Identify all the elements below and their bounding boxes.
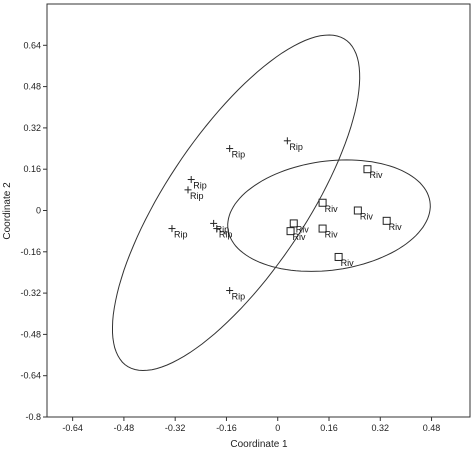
x-tick-label: 0 [275,423,280,433]
confidence-ellipses [112,34,431,372]
point-label: Riv [369,170,382,180]
y-tick-label: -0.64 [20,371,41,381]
square-marker [353,206,362,215]
y-tick-label: -0.32 [20,288,41,298]
point-rip: Rip [283,137,303,152]
y-tick-label: 0.64 [23,40,41,50]
point-label: Rip [289,142,303,152]
square-marker [382,216,391,225]
point-label: Riv [325,204,338,214]
point-riv: Riv [318,224,338,240]
square-marker [286,227,295,236]
point-label: Riv [389,222,402,232]
point-label: Riv [360,212,373,222]
point-riv: Riv [334,252,354,268]
point-label: Rip [232,150,246,160]
point-rip: Rip [213,225,232,240]
x-tick-label: 0.16 [320,423,338,433]
x-tick-label: -0.16 [216,423,237,433]
point-riv: Riv [286,227,306,242]
point-label: Riv [325,230,338,240]
point-label: Riv [293,232,306,242]
point-rip: Rip [184,186,204,201]
point-riv: Riv [363,165,383,180]
x-tick-label: -0.64 [62,423,83,433]
square-marker [318,198,327,207]
square-marker [289,219,298,228]
point-riv: Riv [353,206,373,222]
x-axis-title: Coordinate 1 [230,439,288,450]
data-points: RipRipRipRipRipRipRipRipRivRivRivRivRivR… [168,137,402,302]
ellipse-rip [112,34,361,372]
y-axis-title: Coordinate 2 [2,182,13,240]
ellipse-riv [227,159,431,272]
x-tick-label: 0.32 [372,423,390,433]
y-tick-label: -0.48 [20,329,41,339]
point-label: Rip [232,292,246,302]
plot-frame [46,3,471,418]
x-tick-label: -0.32 [165,423,186,433]
point-riv: Riv [289,219,309,234]
y-tick-label: 0.16 [23,164,41,174]
point-rip: Rip [168,225,187,240]
square-marker [363,165,372,174]
point-label: Rip [174,230,188,240]
point-rip: Rip [210,219,230,234]
square-marker [318,224,327,233]
point-rip: Rip [226,287,245,302]
point-label: Rip [216,224,230,234]
y-tick-label: -0.8 [25,412,41,422]
y-tick-label: 0.32 [23,123,41,133]
point-riv: Riv [318,198,338,214]
point-label: Riv [296,224,309,234]
point-riv: Riv [382,216,402,232]
y-tick-label: 0 [36,206,41,216]
y-axis-ticks: 0.64 0.48 0.32 0.16 0 -0.16 -0.32 -0.48 -0.64 -0.… [20,40,47,422]
y-tick-label: 0.48 [23,82,41,92]
square-marker [334,252,343,261]
point-label: Rip [219,230,233,240]
point-label: Rip [193,181,207,191]
point-label: Rip [190,191,204,201]
point-rip: Rip [226,145,245,160]
x-tick-label: -0.48 [114,423,135,433]
y-tick-label: -0.16 [20,247,41,257]
x-tick-label: 0.48 [423,423,441,433]
point-rip: Rip [187,176,207,191]
point-label: Riv [341,258,354,268]
